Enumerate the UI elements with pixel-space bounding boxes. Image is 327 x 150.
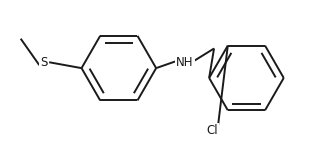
Text: S: S [41,56,48,69]
Text: NH: NH [176,56,193,69]
Text: Cl: Cl [206,124,218,137]
